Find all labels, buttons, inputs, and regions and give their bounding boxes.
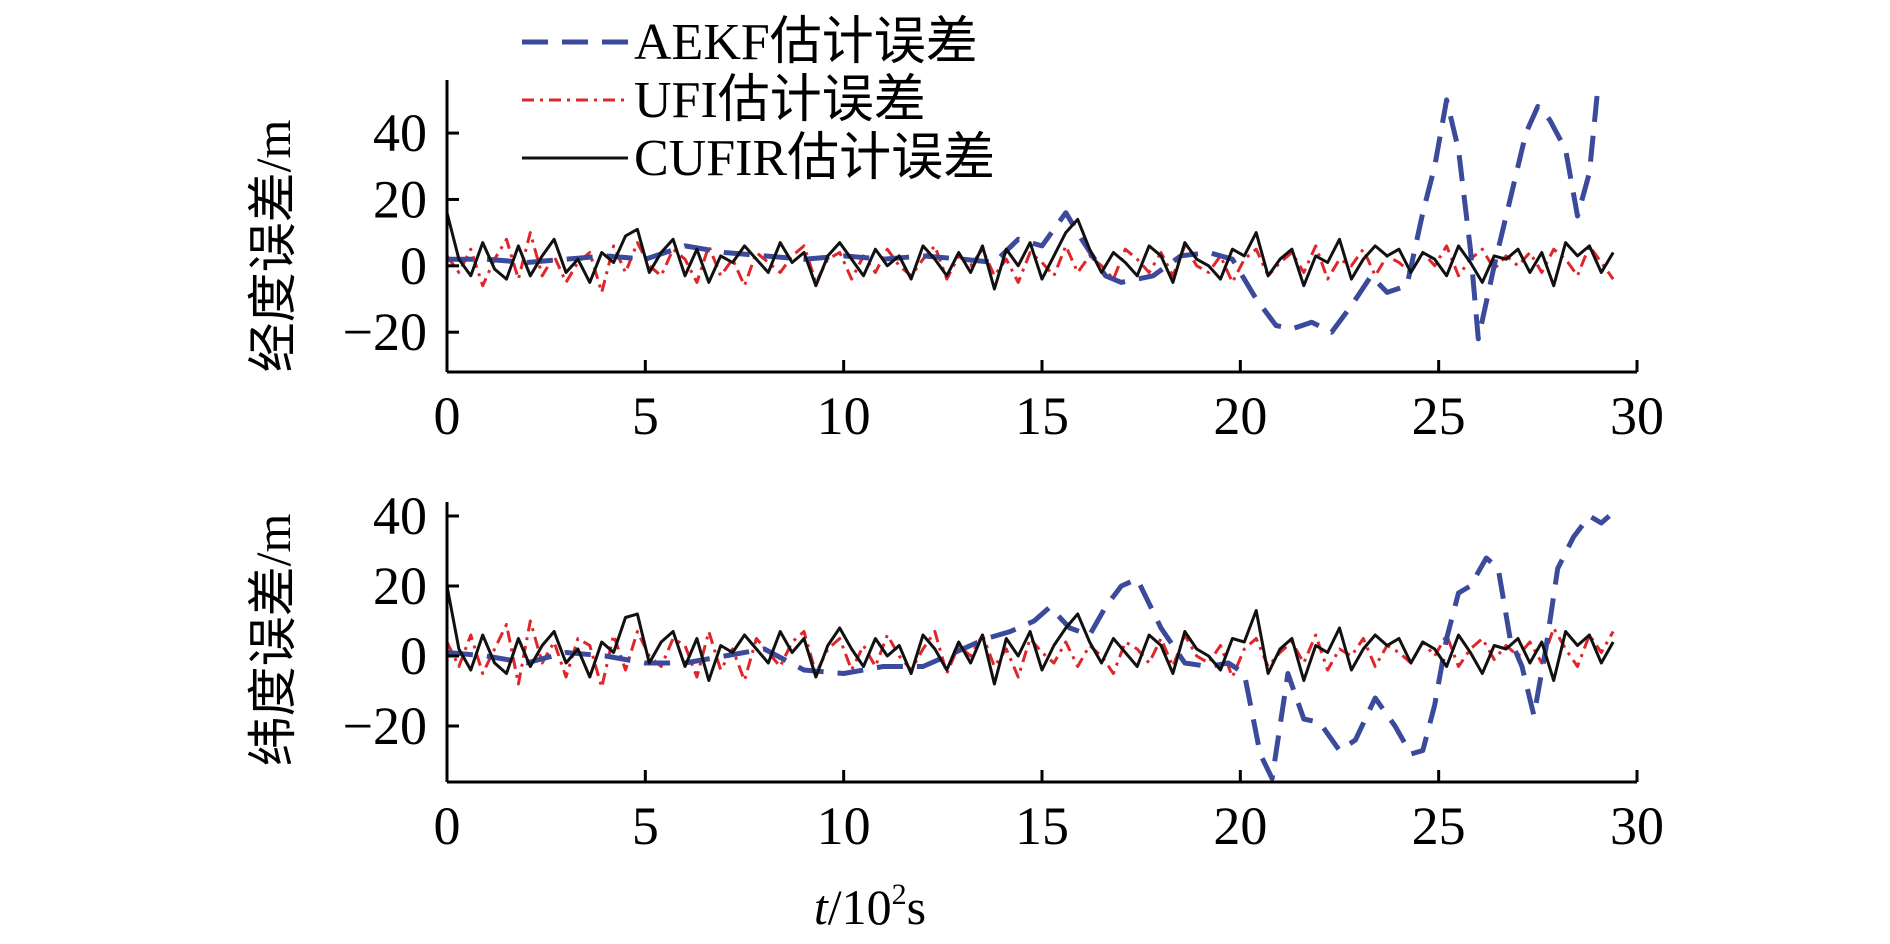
x-tick-label: 25 bbox=[1412, 796, 1466, 856]
plot-lines bbox=[447, 513, 1615, 781]
x-tick-label: 25 bbox=[1412, 386, 1466, 446]
y-tick-label: 0 bbox=[400, 236, 427, 296]
y-tick-label: 40 bbox=[373, 486, 427, 546]
x-axis-title-unit: s bbox=[907, 879, 926, 935]
x-tick-label: 30 bbox=[1610, 796, 1664, 856]
y-tick-label: −20 bbox=[343, 696, 427, 756]
series-line-aekf bbox=[447, 93, 1600, 342]
x-axis-title-rest: /10 bbox=[828, 879, 892, 935]
x-tick-label: 5 bbox=[632, 386, 659, 446]
x-tick-label: 15 bbox=[1015, 796, 1069, 856]
y-tick-label: 40 bbox=[373, 103, 427, 163]
x-axis-title-var: t bbox=[814, 879, 829, 935]
legend-label: UFI估计误差 bbox=[634, 72, 926, 129]
x-tick-label: 0 bbox=[434, 386, 461, 446]
series-line-cufir bbox=[447, 212, 1615, 291]
axes bbox=[445, 80, 1637, 374]
y-axis-title: 纬度误差/m bbox=[245, 514, 301, 767]
legend-label: AEKF估计误差 bbox=[634, 14, 978, 71]
x-tick-label: 15 bbox=[1015, 386, 1069, 446]
series-line-aekf bbox=[447, 513, 1611, 781]
y-tick-label: 20 bbox=[373, 556, 427, 616]
y-tick-label: 20 bbox=[373, 169, 427, 229]
axes bbox=[445, 502, 1637, 784]
x-tick-label: 10 bbox=[817, 796, 871, 856]
x-tick-label: 20 bbox=[1213, 386, 1267, 446]
legend-entry-ufi: UFI估计误差 bbox=[522, 72, 926, 129]
x-tick-label: 10 bbox=[817, 386, 871, 446]
x-tick-label: 5 bbox=[632, 796, 659, 856]
x-axis-title-sup: 2 bbox=[892, 878, 907, 911]
series-line-cufir bbox=[447, 585, 1615, 686]
legend-entry-aekf: AEKF估计误差 bbox=[522, 14, 978, 71]
y-axis-title: 经度误差/m bbox=[245, 120, 301, 373]
legend-entry-cufir: CUFIR估计误差 bbox=[522, 130, 995, 187]
y-tick-label: −20 bbox=[343, 302, 427, 362]
x-axis-title: t/102s bbox=[814, 878, 926, 935]
y-tick-label: 0 bbox=[400, 626, 427, 686]
x-tick-label: 20 bbox=[1213, 796, 1267, 856]
x-tick-label: 0 bbox=[434, 796, 461, 856]
plot-lines bbox=[447, 93, 1615, 342]
legend-label: CUFIR估计误差 bbox=[634, 130, 995, 187]
x-tick-label: 30 bbox=[1610, 386, 1664, 446]
